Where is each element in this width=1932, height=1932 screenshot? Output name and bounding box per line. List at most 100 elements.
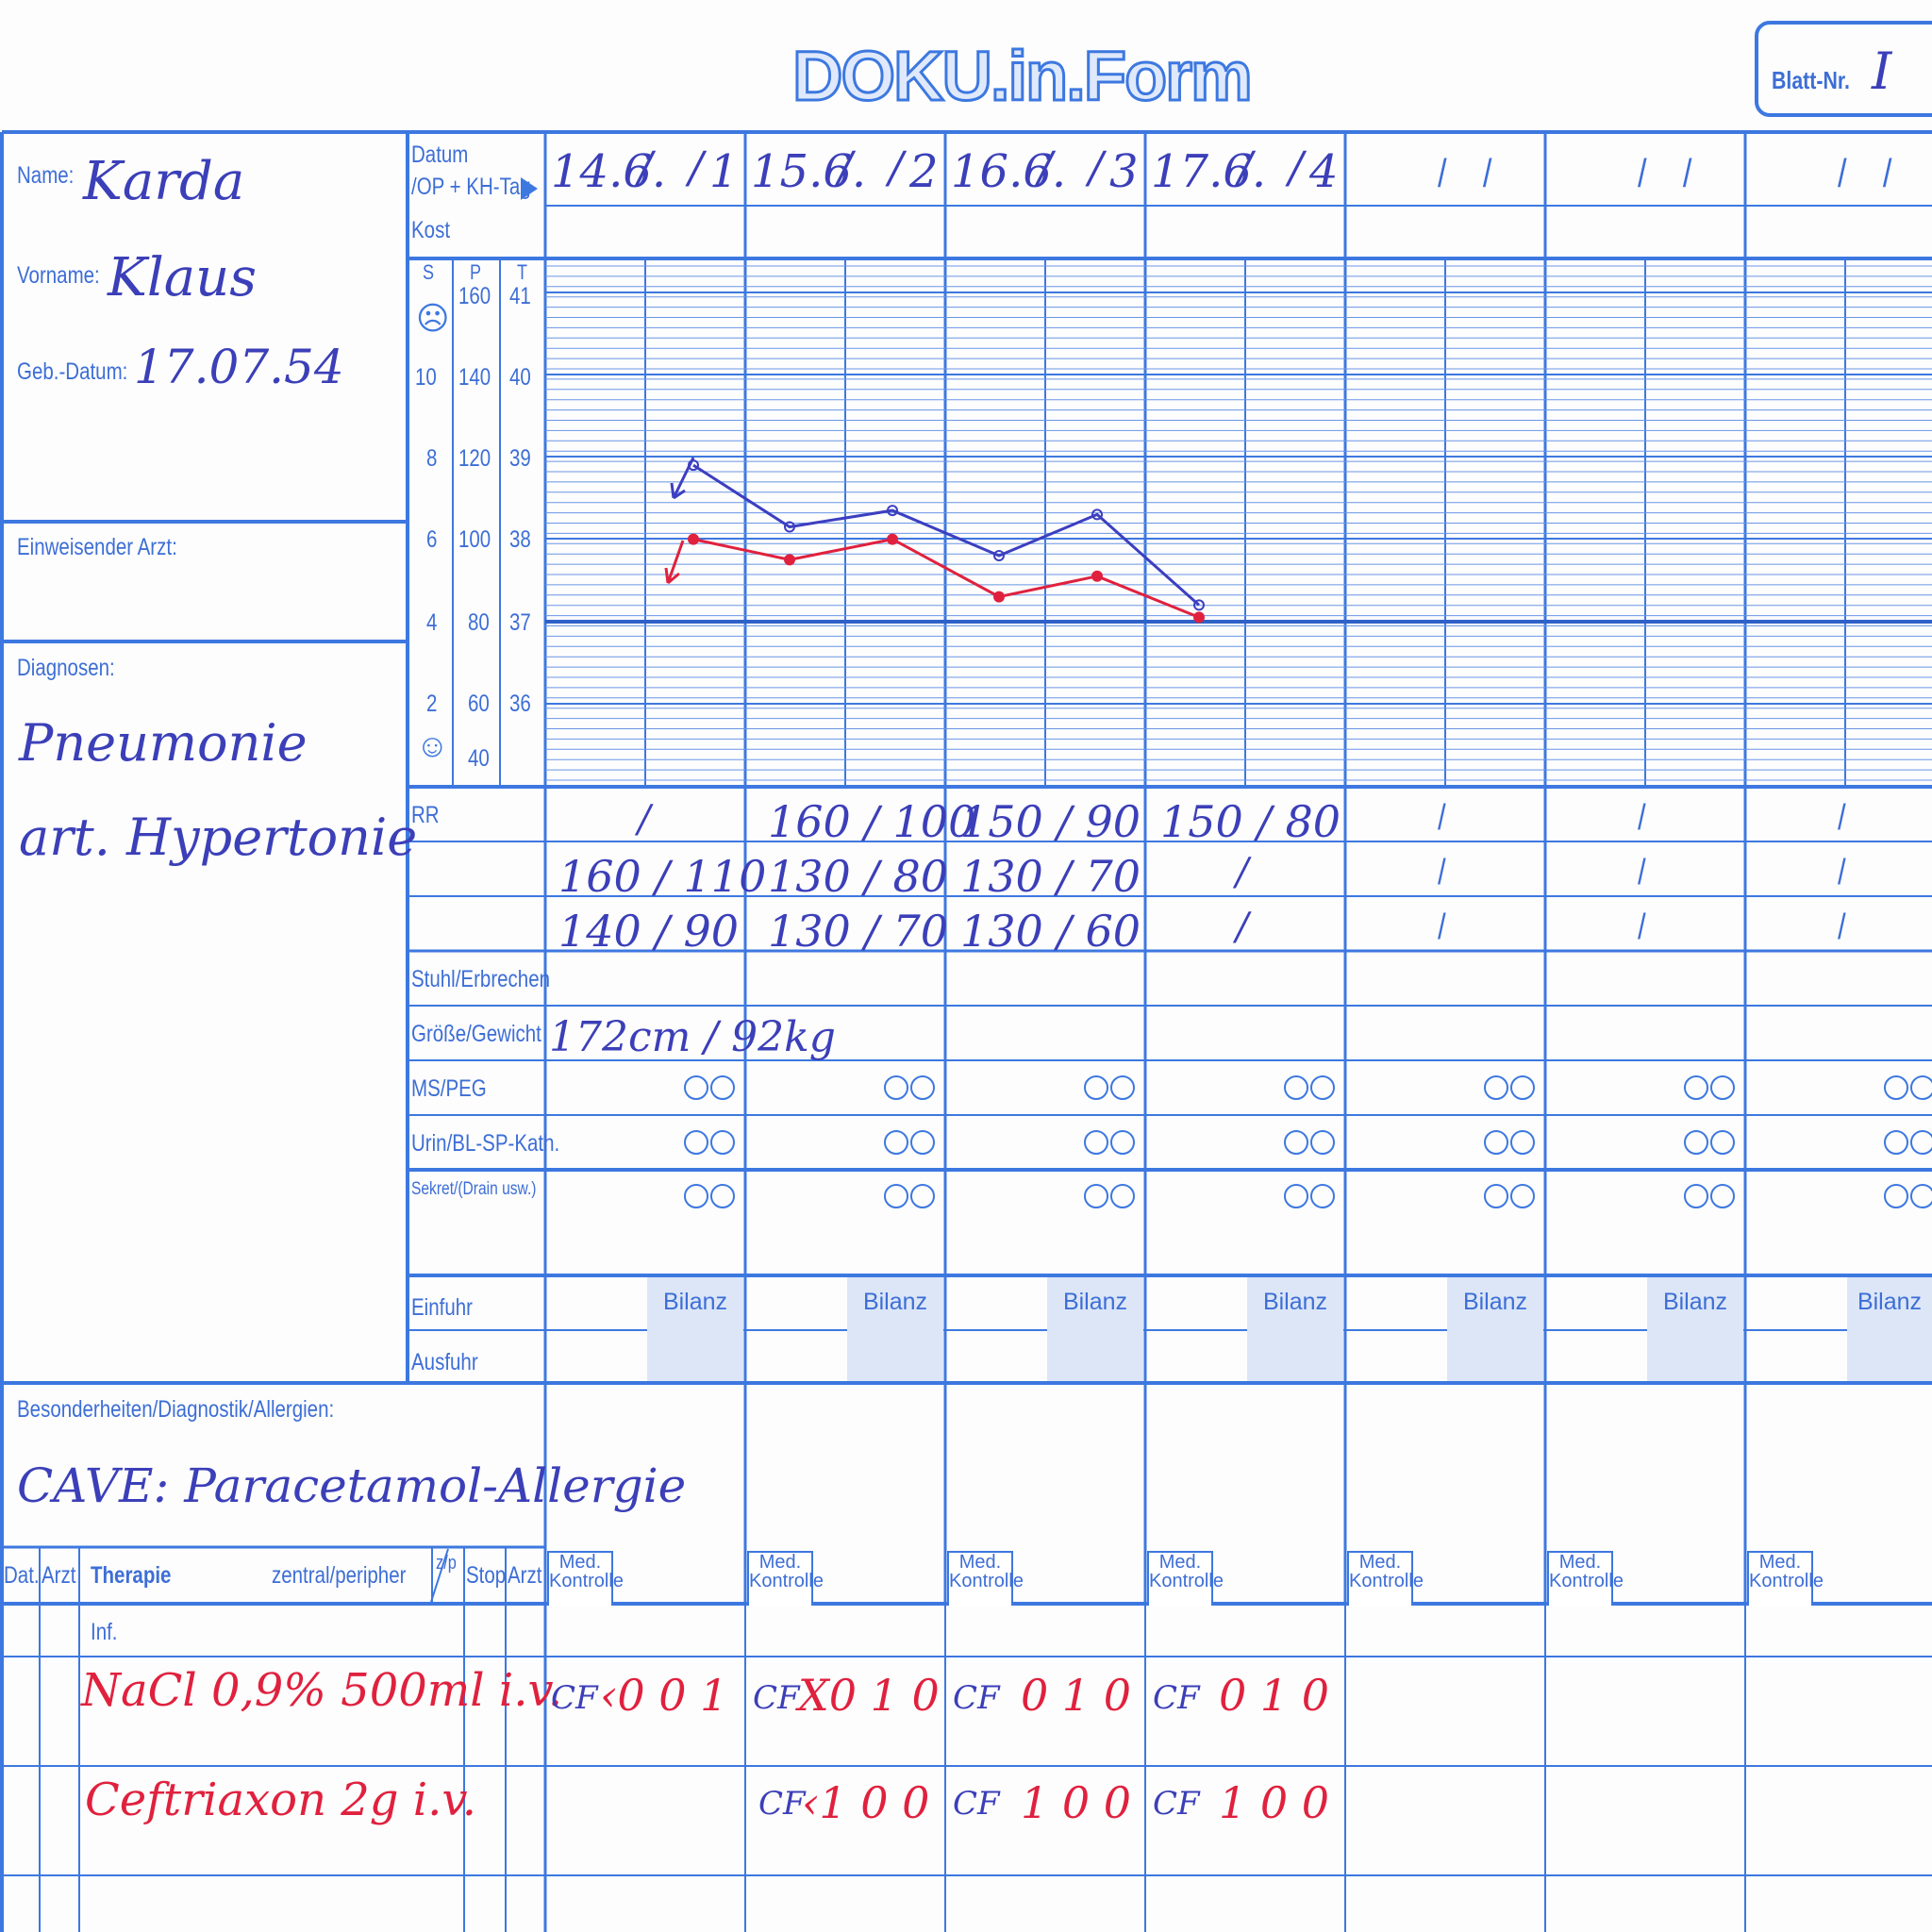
bilanz-cell: Bilanz <box>1247 1277 1343 1381</box>
datum-label: Datum <box>411 142 469 168</box>
checkbox-circle[interactable] <box>1310 1130 1335 1155</box>
checkbox-circle[interactable] <box>684 1075 708 1100</box>
checkbox-circle[interactable] <box>884 1075 908 1100</box>
empty-slash: / <box>1638 798 1646 838</box>
p-tick: 100 <box>458 526 491 553</box>
med-signature: CF <box>758 1785 806 1823</box>
temperature-start-arrow <box>664 540 685 585</box>
checkbox-circle[interactable] <box>1110 1184 1135 1208</box>
checkbox-circle[interactable] <box>1484 1184 1508 1208</box>
checkbox-circle[interactable] <box>910 1075 935 1100</box>
day-slash: / <box>838 142 853 192</box>
rr-value: / <box>638 798 651 841</box>
med-code: 0 1 0 <box>1219 1670 1330 1721</box>
checkbox-circle[interactable] <box>1084 1130 1108 1155</box>
empty-slash: / <box>1838 853 1846 892</box>
day-date: 17.6. <box>1151 145 1267 198</box>
logo: DOKU.in.Form <box>791 36 1255 117</box>
checkbox-circle[interactable] <box>1684 1184 1708 1208</box>
s-tick: 4 <box>426 609 438 636</box>
day-date: 14.6. <box>551 145 667 198</box>
happy-face-icon: ☺ <box>416 728 449 764</box>
checkbox-circle[interactable] <box>1910 1130 1932 1155</box>
med-signature: CF <box>953 1785 1000 1823</box>
checkbox-circle[interactable] <box>1510 1184 1535 1208</box>
p-tick: 40 <box>468 745 490 772</box>
med-control-label: Med. Kontrolle <box>547 1551 624 1606</box>
checkbox-circle[interactable] <box>910 1130 935 1155</box>
temperature-point <box>784 554 795 566</box>
checkbox-circle[interactable] <box>710 1075 735 1100</box>
dob-label: Geb.-Datum: <box>17 358 128 385</box>
checkbox-circle[interactable] <box>1284 1184 1308 1208</box>
p-tick: 140 <box>458 364 491 391</box>
day-date: 16.6. <box>951 145 1067 198</box>
checkbox-circle[interactable] <box>884 1130 908 1155</box>
bilanz-cell: Bilanz <box>1847 1277 1932 1381</box>
checkbox-circle[interactable] <box>1884 1130 1908 1155</box>
checkbox-circle[interactable] <box>1510 1075 1535 1100</box>
temperature-point <box>993 591 1005 603</box>
temperature-series-line <box>692 538 1200 619</box>
therapy-arzt2-header: Arzt <box>508 1562 542 1589</box>
med-signature: CF <box>1153 1785 1200 1823</box>
checkbox-circle[interactable] <box>1910 1075 1932 1100</box>
drug-2: Ceftriaxon 2g i.v. <box>85 1774 477 1826</box>
checkbox-circle[interactable] <box>1884 1075 1908 1100</box>
checkbox-circle[interactable] <box>1684 1130 1708 1155</box>
med-control-label: Med. Kontrolle <box>1347 1551 1424 1606</box>
empty-slash: / / <box>1838 151 1892 195</box>
checkbox-circle[interactable] <box>1510 1130 1535 1155</box>
med-code: ‹0 0 1 <box>600 1670 728 1721</box>
day-slash: / <box>889 142 904 192</box>
therapy-stop-header: Stop <box>466 1562 507 1589</box>
scale-t-header: T <box>517 260 528 284</box>
t-tick: 39 <box>509 445 531 472</box>
med-code: 0 1 0 <box>1021 1670 1132 1721</box>
sekret-label: Sekret/(Drain usw.) <box>411 1179 537 1199</box>
checkbox-circle[interactable] <box>710 1130 735 1155</box>
day-slash: / <box>1089 142 1104 192</box>
s-tick: 10 <box>415 364 437 391</box>
t-tick: 41 <box>509 283 531 309</box>
checkbox-circle[interactable] <box>910 1184 935 1208</box>
empty-slash: / / <box>1638 151 1692 195</box>
rr-value: / <box>1236 906 1249 949</box>
logo-text: DOKU.in.Form <box>791 36 1255 117</box>
checkbox-circle[interactable] <box>1484 1130 1508 1155</box>
checkbox-circle[interactable] <box>884 1184 908 1208</box>
diagnosis-2: art. Hypertonie <box>19 808 418 867</box>
checkbox-circle[interactable] <box>684 1130 708 1155</box>
checkbox-circle[interactable] <box>1884 1184 1908 1208</box>
checkbox-circle[interactable] <box>1710 1184 1735 1208</box>
checkbox-circle[interactable] <box>1084 1075 1108 1100</box>
empty-slash: / <box>1438 798 1446 838</box>
checkbox-circle[interactable] <box>1910 1184 1932 1208</box>
med-control-label: Med. Kontrolle <box>747 1551 824 1606</box>
checkbox-circle[interactable] <box>1284 1075 1308 1100</box>
med-control-label: Med. Kontrolle <box>1547 1551 1624 1606</box>
checkbox-circle[interactable] <box>1710 1130 1735 1155</box>
checkbox-circle[interactable] <box>1084 1184 1108 1208</box>
day-number: 1 <box>709 145 739 198</box>
checkbox-circle[interactable] <box>1110 1075 1135 1100</box>
sheet-number: I <box>1872 42 1892 101</box>
ausfuhr-label: Ausfuhr <box>411 1349 478 1375</box>
checkbox-circle[interactable] <box>710 1184 735 1208</box>
therapy-arzt-header: Arzt <box>42 1562 76 1589</box>
checkbox-circle[interactable] <box>1110 1130 1135 1155</box>
checkbox-circle[interactable] <box>1284 1130 1308 1155</box>
checkbox-circle[interactable] <box>1310 1075 1335 1100</box>
checkbox-circle[interactable] <box>1310 1184 1335 1208</box>
play-arrow-icon <box>521 177 538 200</box>
checkbox-circle[interactable] <box>1484 1075 1508 1100</box>
pulse-point <box>1193 599 1205 611</box>
checkbox-circle[interactable] <box>684 1184 708 1208</box>
checkbox-circle[interactable] <box>1710 1075 1735 1100</box>
checkbox-circle[interactable] <box>1684 1075 1708 1100</box>
day-number: 4 <box>1309 145 1339 198</box>
empty-slash: / <box>1838 798 1846 838</box>
med-signature: CF <box>551 1679 598 1717</box>
